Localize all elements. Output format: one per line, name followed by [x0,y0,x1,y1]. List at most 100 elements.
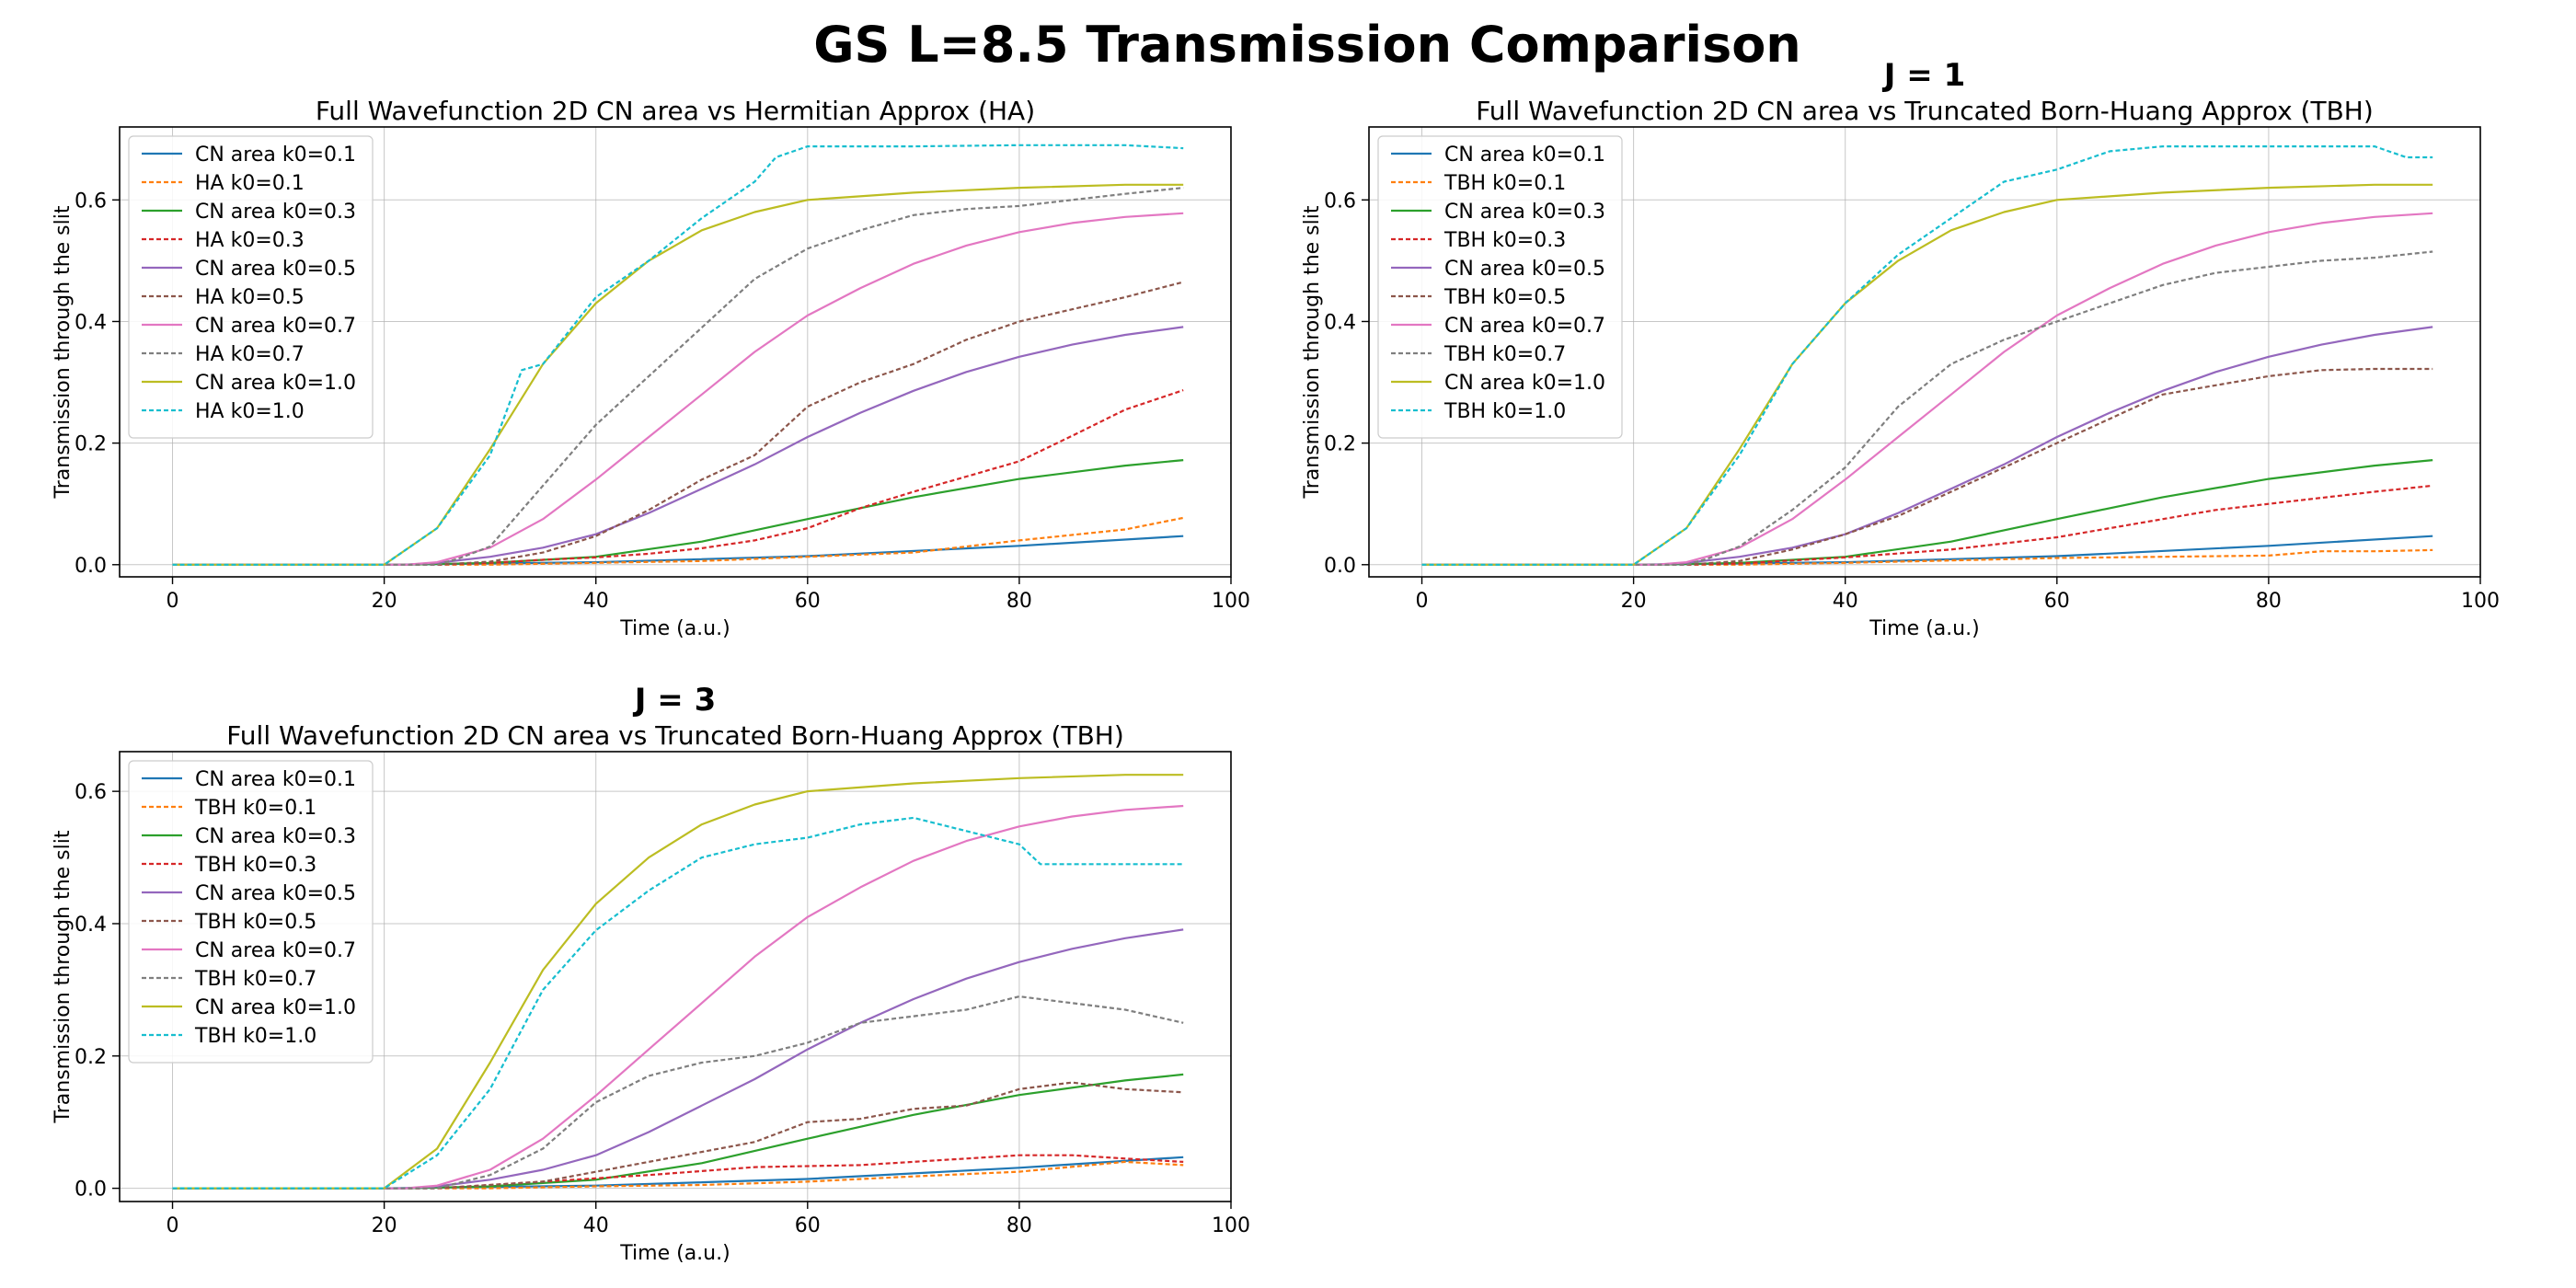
chart-pre-title: J = 3 [633,682,716,719]
axes-frame [119,751,1232,1202]
legend-label: CN area k0=0.5 [1444,258,1605,281]
x-tick-label: 0 [167,1214,179,1237]
y-tick-label: 0.4 [75,311,107,334]
legend-label: HA k0=0.3 [195,229,305,252]
legend-label: CN area k0=0.5 [195,258,356,281]
legend-label: CN area k0=0.3 [195,201,356,224]
legend-label: CN area k0=1.0 [195,996,356,1019]
legend-label: CN area k0=0.1 [195,768,356,791]
legend-label: TBH k0=1.0 [194,1025,316,1048]
series-line [1421,484,2433,566]
y-tick-label: 0.0 [75,555,107,578]
x-tick-label: 0 [1416,590,1429,613]
chart-panel-1: 0 20 40 60 80 100 0.0 0.2 0.4 0.6 Time (a.u.) Trans… [52,96,1250,640]
x-tick-label: 20 [1621,590,1647,613]
legend-label: CN area k0=0.3 [1444,201,1605,224]
y-axis-label: Transmission through the slit [52,830,75,1123]
chart-panel-2: 0 20 40 60 80 100 0.0 0.2 0.4 0.6 Time (a.u.) Trans… [1301,57,2500,640]
axes-frame [119,126,1232,578]
chart-title: Full Wavefunction 2D CN area vs Hermitia… [316,96,1035,126]
legend-label: TBH k0=0.3 [1443,229,1566,252]
legend-box [128,760,374,1064]
x-tick-label: 60 [2044,590,2070,613]
x-tick-label: 100 [1212,590,1250,613]
x-tick-label: 80 [1006,590,1032,613]
series-line [172,516,1184,566]
series-line [1421,367,2433,566]
legend-label: TBH k0=0.3 [194,854,316,877]
series-line [1421,145,2433,566]
legend-label: HA k0=0.1 [195,172,305,195]
legend-label: CN area k0=1.0 [195,372,356,395]
series-line [172,995,1184,1190]
legend-label: TBH k0=0.1 [1443,172,1566,195]
series-line [172,187,1184,566]
y-tick-label: 0.6 [75,190,107,213]
x-tick-label: 40 [1833,590,1858,613]
series-line [172,183,1184,566]
legend-label: HA k0=0.7 [195,343,305,366]
series-line [172,1081,1184,1190]
legend-box [1377,135,1623,439]
legend-label: CN area k0=1.0 [1444,372,1605,395]
series-line [1421,326,2433,566]
y-tick-label: 0.6 [75,781,107,804]
legend-label: TBH k0=0.7 [1443,343,1566,366]
x-axis-label: Time (a.u.) [619,617,730,640]
x-tick-label: 100 [1212,1214,1250,1237]
legend-label: TBH k0=0.5 [194,911,316,934]
x-tick-label: 40 [583,590,609,613]
series-line [1421,548,2433,566]
series-line [172,1160,1184,1190]
series-line [172,804,1184,1190]
series-line [1421,250,2433,566]
series-line [172,326,1184,566]
series-line [172,1073,1184,1190]
chart-title: Full Wavefunction 2D CN area vs Truncate… [1476,96,2374,126]
x-tick-label: 60 [795,590,821,613]
y-axis-label: Transmission through the slit [52,205,75,499]
series-line [172,774,1184,1190]
legend-label: HA k0=0.5 [195,286,305,309]
x-tick-label: 80 [1006,1214,1032,1237]
x-tick-label: 60 [795,1214,821,1237]
figure-title: GS L=8.5 Transmission Comparison [813,16,1801,74]
legend-label: CN area k0=0.1 [1444,144,1605,167]
x-tick-label: 40 [583,1214,609,1237]
x-tick-label: 20 [372,1214,397,1237]
chart-pre-title: J = 1 [1882,57,1965,94]
y-tick-label: 0.2 [1324,433,1356,456]
legend-label: CN area k0=0.7 [195,315,356,338]
legend-label: CN area k0=0.5 [195,882,356,905]
series-group [172,144,1184,566]
chart-panel-3: 0 20 40 60 80 100 0.0 0.2 0.4 0.6 Time (a.u.) Trans… [52,682,1250,1265]
y-tick-label: 0.0 [75,1179,107,1202]
x-tick-label: 20 [372,590,397,613]
legend-label: CN area k0=0.7 [1444,315,1605,338]
series-line [172,928,1184,1190]
legend-label: CN area k0=0.7 [195,939,356,962]
legend-label: CN area k0=0.3 [195,825,356,848]
legend-box [128,135,374,439]
legend-label: HA k0=1.0 [195,400,305,423]
series-line [1421,535,2433,566]
y-tick-label: 0.0 [1324,555,1356,578]
x-tick-label: 100 [2461,590,2500,613]
series-line [172,144,1184,566]
legend-label: TBH k0=0.5 [1443,286,1566,309]
series-line [1421,459,2433,566]
x-tick-label: 0 [167,590,179,613]
series-line [1421,183,2433,566]
y-tick-label: 0.2 [75,1046,107,1069]
axes-frame [1368,126,2481,578]
y-tick-label: 0.6 [1324,190,1356,213]
chart-title: Full Wavefunction 2D CN area vs Truncate… [226,720,1124,751]
x-axis-label: Time (a.u.) [1869,617,1979,640]
y-axis-label: Transmission through the slit [1301,205,1324,499]
series-line [172,535,1184,566]
y-tick-label: 0.4 [75,914,107,937]
series-line [172,459,1184,566]
x-axis-label: Time (a.u.) [619,1242,730,1265]
series-group [172,774,1184,1190]
